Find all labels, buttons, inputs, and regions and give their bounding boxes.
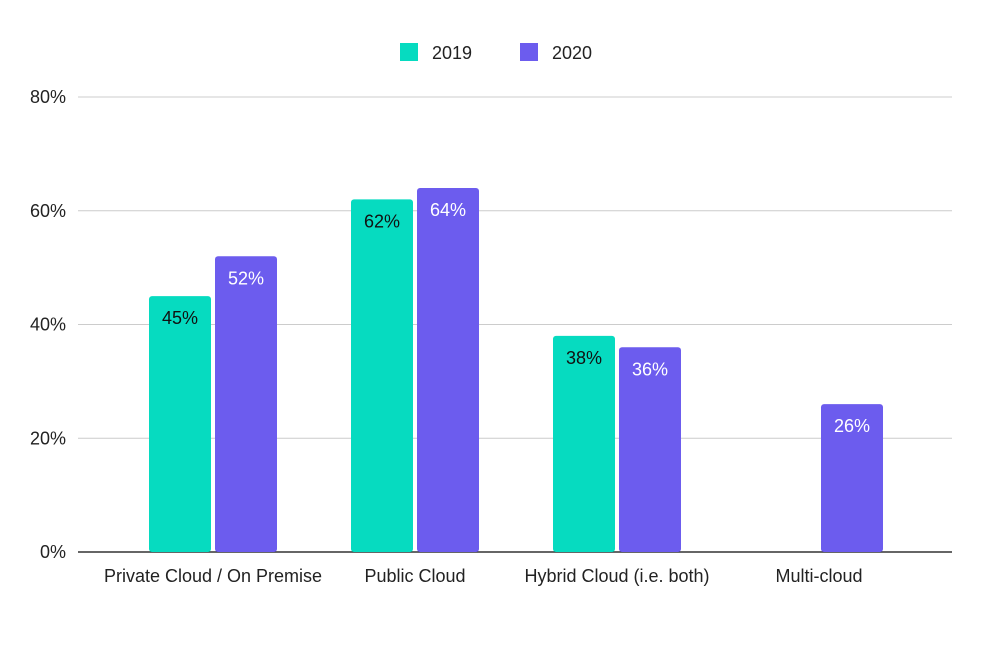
data-label: 45% (162, 308, 198, 328)
legend-swatch-2020 (520, 43, 538, 61)
y-tick-label: 80% (30, 87, 66, 107)
data-label: 38% (566, 348, 602, 368)
bars (149, 188, 883, 552)
bar-2020-1 (417, 188, 479, 552)
x-category-label: Public Cloud (364, 566, 465, 586)
bar-2020-2 (619, 347, 681, 552)
data-label: 64% (430, 200, 466, 220)
y-tick-label: 60% (30, 201, 66, 221)
legend: 2019 2020 (400, 43, 592, 63)
bar-2019-2 (553, 335, 615, 552)
x-category-label: Private Cloud / On Premise (104, 566, 322, 586)
bar-2019-1 (351, 199, 413, 552)
data-label: 26% (834, 416, 870, 436)
bar-2020-3 (821, 404, 883, 552)
x-axis-categories: Private Cloud / On Premise Public Cloud Hy… (104, 566, 863, 586)
data-labels: 45% 52% 62% 64% 38% 36% 26% (162, 200, 870, 436)
x-category-label: Multi-cloud (775, 566, 862, 586)
y-axis-ticks: 0% 20% 40% 60% 80% (30, 87, 66, 562)
bar-2019-0 (149, 296, 211, 552)
y-tick-label: 0% (40, 542, 66, 562)
y-tick-label: 20% (30, 428, 66, 448)
legend-label: 2020 (552, 43, 592, 63)
legend-swatch-2019 (400, 43, 418, 61)
legend-label: 2019 (432, 43, 472, 63)
data-label: 62% (364, 211, 400, 231)
data-label: 52% (228, 268, 264, 288)
bar-2020-0 (215, 256, 277, 552)
y-tick-label: 40% (30, 315, 66, 335)
data-label: 36% (632, 359, 668, 379)
x-category-label: Hybrid Cloud (i.e. both) (524, 566, 709, 586)
